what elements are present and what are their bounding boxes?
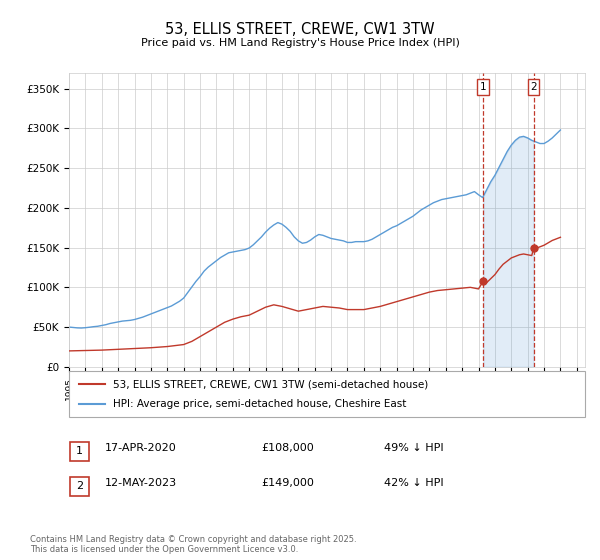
- Text: 53, ELLIS STREET, CREWE, CW1 3TW (semi-detached house): 53, ELLIS STREET, CREWE, CW1 3TW (semi-d…: [113, 379, 428, 389]
- Text: 2: 2: [76, 481, 83, 491]
- Text: HPI: Average price, semi-detached house, Cheshire East: HPI: Average price, semi-detached house,…: [113, 399, 406, 409]
- Text: 1: 1: [76, 446, 83, 456]
- Text: 42% ↓ HPI: 42% ↓ HPI: [384, 478, 443, 488]
- Text: 2: 2: [530, 82, 537, 92]
- Text: 53, ELLIS STREET, CREWE, CW1 3TW: 53, ELLIS STREET, CREWE, CW1 3TW: [165, 22, 435, 38]
- Text: 49% ↓ HPI: 49% ↓ HPI: [384, 443, 443, 453]
- Text: £108,000: £108,000: [261, 443, 314, 453]
- Text: 17-APR-2020: 17-APR-2020: [105, 443, 177, 453]
- Text: 12-MAY-2023: 12-MAY-2023: [105, 478, 177, 488]
- Text: £149,000: £149,000: [261, 478, 314, 488]
- Text: Contains HM Land Registry data © Crown copyright and database right 2025.
This d: Contains HM Land Registry data © Crown c…: [30, 535, 356, 554]
- Text: Price paid vs. HM Land Registry's House Price Index (HPI): Price paid vs. HM Land Registry's House …: [140, 38, 460, 48]
- Text: 1: 1: [480, 82, 487, 92]
